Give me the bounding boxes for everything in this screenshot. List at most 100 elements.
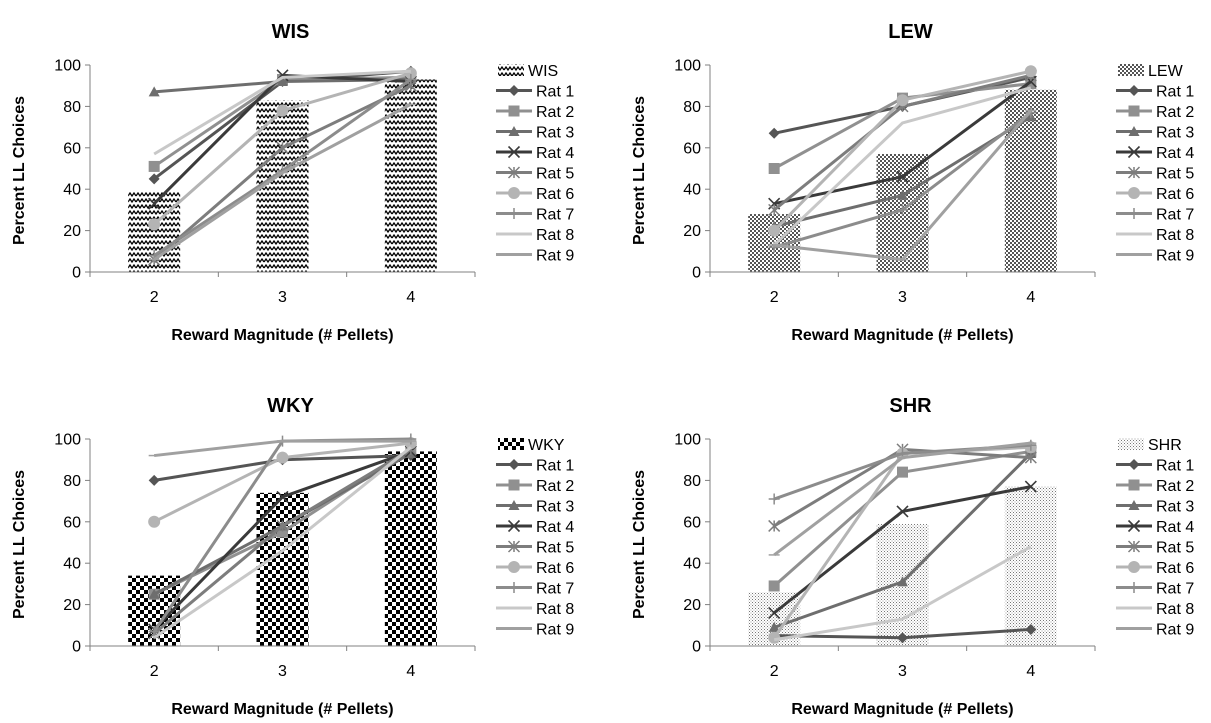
legend-marker <box>1128 105 1140 117</box>
y-tick-label-100: 100 <box>54 58 81 75</box>
legend-marker <box>1128 500 1140 510</box>
data-point-2 <box>148 515 161 528</box>
legend-marker <box>1128 561 1140 573</box>
legend-marker <box>508 561 520 573</box>
legend-label: Rat 2 <box>1156 104 1194 121</box>
x-tick-label-3: 3 <box>278 289 287 306</box>
legend-label: Rat 7 <box>1156 581 1194 598</box>
data-point-2 <box>148 160 160 172</box>
legend-label: Rat 6 <box>1156 186 1194 203</box>
legend-marker <box>1128 126 1140 136</box>
legend-label: Rat 3 <box>1156 125 1194 142</box>
legend-label: Rat 4 <box>1156 519 1194 536</box>
data-point-2 <box>148 588 160 599</box>
legend-marker <box>508 208 520 219</box>
x-axis-label: Reward Magnitude (# Pellets) <box>171 701 393 718</box>
x-tick-label-4: 4 <box>1026 663 1035 680</box>
series-line <box>773 545 1032 642</box>
data-point-4 <box>1024 75 1037 88</box>
y-axis-label: Percent LL Choices <box>631 96 648 245</box>
x-axis-label: Reward Magnitude (# Pellets) <box>171 327 393 344</box>
data-point-2 <box>768 580 780 592</box>
data-point-2 <box>768 519 781 532</box>
legend-label-bar: WIS <box>528 63 558 80</box>
legend-marker <box>507 519 521 533</box>
legend-label: Rat 6 <box>536 560 574 577</box>
legend-label: Rat 1 <box>1156 458 1194 475</box>
data-point-3 <box>276 451 289 464</box>
legend-label: Rat 5 <box>536 166 574 183</box>
legend: WIS Rat 1 Rat 2 Rat 3 Rat 4 Rat 5 Rat 6 Rat 7 Ra… <box>496 63 574 265</box>
legend-swatch-bar <box>498 64 524 76</box>
y-tick-label-0: 0 <box>72 265 81 282</box>
y-tick-label-80: 80 <box>683 473 701 490</box>
series-rat-9 <box>148 439 417 458</box>
bar-wky-4 <box>384 451 437 646</box>
series-line <box>153 69 411 156</box>
legend: LEW Rat 1 Rat 2 Rat 3 Rat 4 Rat 5 Rat 6 Rat 7 Ra… <box>1116 63 1194 265</box>
data-point-3 <box>276 104 289 117</box>
legend-label: Rat 8 <box>1156 227 1194 244</box>
legend-marker <box>508 187 520 199</box>
legend-label: Rat 7 <box>536 207 574 224</box>
legend-label: Rat 6 <box>1156 560 1194 577</box>
data-point-2 <box>148 173 160 185</box>
data-point-2 <box>768 224 781 237</box>
legend-marker <box>1128 479 1140 491</box>
legend-marker <box>507 145 521 159</box>
y-tick-label-20: 20 <box>683 597 701 614</box>
panel-shr: SHR 0 20 40 60 80 100 2 3 4 Reward Magnitude (# Pe… <box>631 395 1194 718</box>
legend-label: Rat 1 <box>536 458 574 475</box>
y-tick-label-0: 0 <box>72 639 81 656</box>
series-rat-8 <box>153 446 412 639</box>
x-tick-label-2: 2 <box>770 289 779 306</box>
data-point-2 <box>148 626 160 638</box>
legend-label-bar: LEW <box>1148 63 1184 80</box>
legend-label: Rat 5 <box>1156 166 1194 183</box>
y-axis-label: Percent LL Choices <box>11 96 28 245</box>
data-point-3 <box>896 170 909 183</box>
x-axis-label: Reward Magnitude (# Pellets) <box>791 327 1013 344</box>
series-rat-8 <box>773 545 1032 642</box>
data-point-4 <box>405 73 417 85</box>
series-line <box>773 447 1031 528</box>
legend-marker <box>1128 582 1140 593</box>
x-tick-label-4: 4 <box>406 289 415 306</box>
y-tick-label-60: 60 <box>683 140 701 157</box>
x-tick-label-4: 4 <box>1026 289 1035 306</box>
data-point-3 <box>896 94 909 107</box>
y-tick-label-40: 40 <box>683 182 701 199</box>
legend-label: Rat 6 <box>536 186 574 203</box>
legend-swatch-bar <box>1118 438 1144 450</box>
bar-wis-4 <box>384 79 437 273</box>
data-point-3 <box>897 576 908 587</box>
panel-title: WIS <box>272 21 310 43</box>
data-point-2 <box>768 203 781 216</box>
series-rat-7 <box>148 73 417 261</box>
series-rat-9 <box>768 109 1037 262</box>
panel-lew: LEW 0 20 40 60 80 100 2 3 4 Reward Magnitude (# Pe… <box>631 21 1194 344</box>
data-point-4 <box>1024 451 1037 464</box>
y-tick-label-40: 40 <box>683 556 701 573</box>
data-point-2 <box>148 474 160 486</box>
legend-marker <box>508 85 520 96</box>
y-tick-label-80: 80 <box>63 473 81 490</box>
legend-marker <box>507 166 521 179</box>
y-tick-label-20: 20 <box>63 597 81 614</box>
legend-marker <box>507 540 521 553</box>
legend-marker <box>1127 166 1141 179</box>
legend-marker <box>1128 208 1140 219</box>
legend-marker <box>508 105 520 117</box>
data-point-3 <box>276 141 289 154</box>
y-tick-label-100: 100 <box>54 432 81 449</box>
data-point-2 <box>768 127 780 139</box>
legend-label: Rat 1 <box>1156 84 1194 101</box>
data-point-2 <box>148 218 161 231</box>
legend-label: Rat 4 <box>536 519 574 536</box>
legend-label: Rat 5 <box>1156 540 1194 557</box>
y-tick-label-20: 20 <box>683 223 701 240</box>
legend-label: Rat 3 <box>536 499 574 516</box>
legend-label: Rat 8 <box>1156 601 1194 618</box>
legend-label: Rat 4 <box>1156 145 1194 162</box>
